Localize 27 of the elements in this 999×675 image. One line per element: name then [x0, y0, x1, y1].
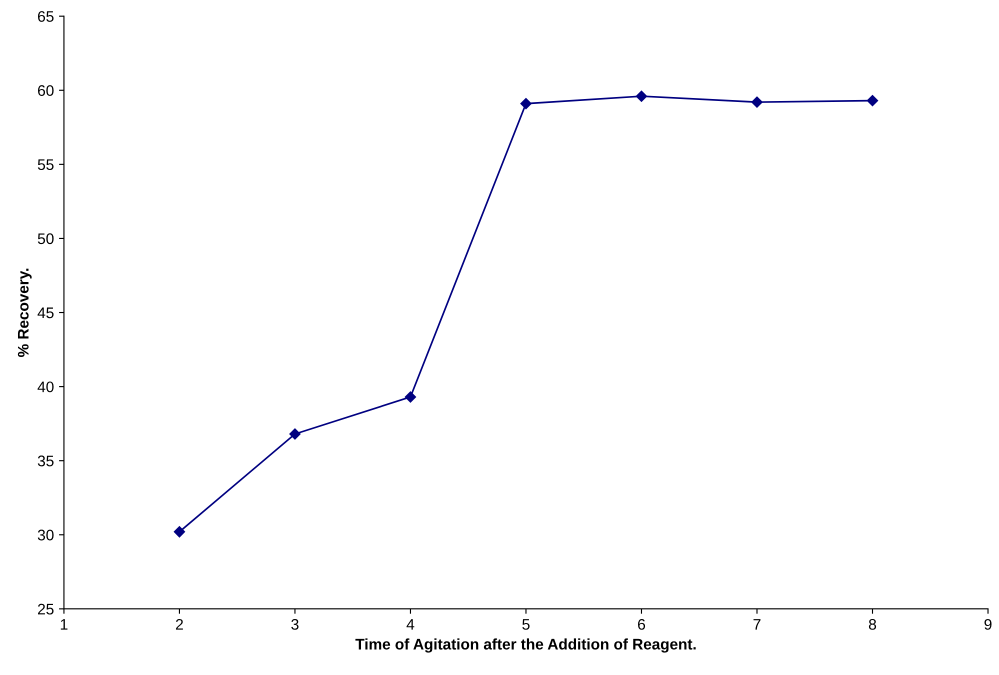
x-tick-label: 5	[522, 619, 530, 630]
point	[636, 90, 648, 102]
x-tick-label: 9	[984, 618, 992, 630]
y-tick-label: 65	[38, 11, 54, 22]
y-tick-label: 40	[38, 381, 54, 392]
x-tick-label: 1	[60, 619, 68, 630]
point	[866, 95, 878, 106]
y-tick-label: 35	[38, 456, 54, 466]
x-tick-label: 8	[868, 618, 876, 630]
y-tick-label: 25	[38, 604, 54, 615]
x-tick-label: 2	[176, 618, 183, 630]
point	[289, 428, 301, 440]
point	[751, 96, 763, 108]
y-axis-title: % Recovery.	[18, 268, 32, 358]
point	[174, 526, 186, 538]
x-tick-label: 6	[638, 618, 646, 630]
y-tick-label: 60	[38, 85, 54, 96]
x-tick-label: 4	[406, 619, 414, 630]
y-tick-label: 55	[38, 159, 54, 170]
y-tick-label: 45	[38, 308, 54, 318]
y-tick-label: 50	[38, 233, 54, 244]
x-tick-label: 7	[754, 619, 760, 630]
point	[520, 98, 532, 110]
x-axis-title: Time of Agitation after the Addition of Reagent.	[355, 638, 696, 653]
y-tick-label: 30	[38, 530, 54, 540]
x-tick-label: 3	[291, 618, 299, 630]
point	[404, 391, 416, 403]
